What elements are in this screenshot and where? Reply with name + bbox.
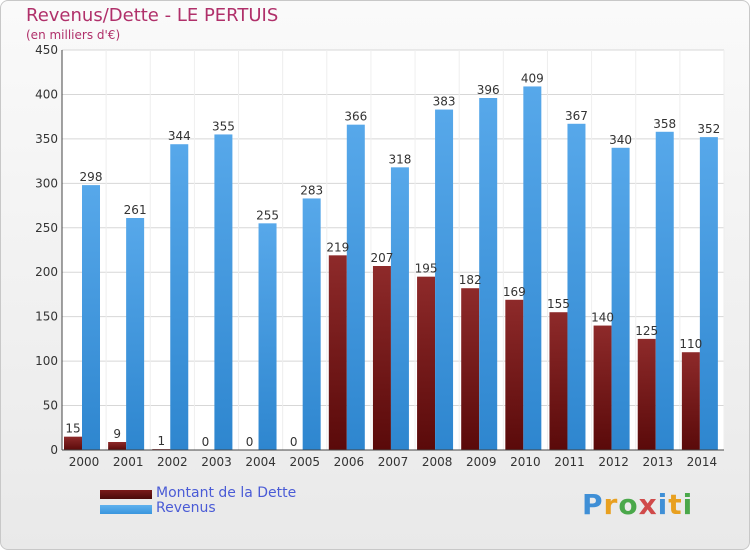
bar-revenus-2013 [655,131,674,450]
x-tick-label-2013: 2013 [643,455,674,469]
x-tick-label-2000: 2000 [69,455,100,469]
data-label-dette-2014: 110 [679,337,702,351]
data-label-dette-2010: 169 [503,285,526,299]
bar-dette-2008 [417,276,436,450]
y-tick-label: 200 [35,265,58,279]
data-label-dette-2004: 0 [246,435,254,449]
y-tick-label: 100 [35,354,58,368]
bar-revenus-2014 [699,137,718,450]
bar-revenus-2009 [479,98,498,450]
data-label-revenus-2001: 261 [124,203,147,217]
x-tick-label-2005: 2005 [289,455,320,469]
bar-revenus-2003 [214,134,233,450]
data-label-revenus-2004: 255 [256,208,279,222]
data-label-revenus-2014: 352 [697,122,720,136]
bar-revenus-2000 [82,185,100,450]
y-tick-label: 0 [50,443,58,457]
bars-layer [64,86,718,451]
data-label-revenus-2000: 298 [80,170,103,184]
data-label-dette-2001: 9 [113,427,121,441]
data-label-revenus-2002: 344 [168,129,191,143]
bar-dette-2006 [328,255,347,450]
bar-dette-2007 [372,266,391,450]
legend-label-dette: Montant de la Dette [156,485,297,501]
data-label-dette-2003: 0 [202,435,210,449]
x-tick-label-2002: 2002 [157,455,188,469]
bar-dette-2011 [549,312,568,450]
y-tick-label: 150 [35,310,58,324]
data-label-revenus-2013: 358 [653,117,676,131]
bar-dette-2001 [108,442,127,450]
data-label-dette-2013: 125 [635,324,658,338]
x-tick-label-2009: 2009 [466,455,497,469]
y-tick-label: 350 [35,132,58,146]
bar-dette-2012 [593,325,612,450]
bar-revenus-2002 [170,144,189,450]
x-tick-label-2014: 2014 [687,455,718,469]
bar-dette-2014 [681,352,700,450]
x-tick-label-2006: 2006 [334,455,365,469]
labels-layer: 15 298 9 261 1 344 0 355 0 255 0 283 219 366 207 318 195… [65,71,720,449]
data-label-revenus-2003: 355 [212,119,235,133]
data-label-dette-2006: 219 [326,240,349,254]
data-label-revenus-2006: 366 [344,110,367,124]
data-label-revenus-2009: 396 [477,83,500,97]
chart-title: Revenus/Dette - LE PERTUIS [26,5,279,26]
x-tick-label-2008: 2008 [422,455,453,469]
data-label-dette-2005: 0 [290,435,298,449]
data-label-revenus-2008: 383 [433,95,456,109]
x-tick-label-2001: 2001 [113,455,144,469]
bar-revenus-2012 [611,147,630,450]
data-label-dette-2009: 182 [459,273,482,287]
bar-revenus-2008 [435,109,454,451]
bar-revenus-2005 [302,198,321,450]
y-tick-label: 50 [43,399,58,413]
y-tick-label: 400 [35,87,58,101]
bar-dette-2010 [505,299,524,450]
legend-label-revenus: Revenus [156,500,216,516]
bar-revenus-2010 [523,86,542,450]
bar-revenus-2004 [258,223,277,450]
data-label-revenus-2011: 367 [565,109,588,123]
x-tick-label-2003: 2003 [201,455,232,469]
data-label-revenus-2010: 409 [521,71,544,85]
data-label-dette-2011: 155 [547,297,570,311]
bar-revenus-2001 [126,218,145,450]
bar-revenus-2011 [567,123,586,451]
x-tick-label-2012: 2012 [598,455,629,469]
bar-dette-2013 [637,338,656,450]
data-label-dette-2007: 207 [370,251,393,265]
x-tick-label-2007: 2007 [378,455,409,469]
data-label-revenus-2012: 340 [609,133,632,147]
bar-revenus-2007 [390,167,409,451]
chart-subtitle: (en milliers d'€) [26,28,121,42]
y-tick-label: 300 [35,176,58,190]
data-label-revenus-2007: 318 [388,152,411,166]
data-label-revenus-2005: 283 [300,183,323,197]
x-tick-label-2011: 2011 [554,455,585,469]
x-tick-label-2010: 2010 [510,455,541,469]
data-label-dette-2012: 140 [591,311,614,325]
legend-swatch-dette [100,490,152,499]
proxiti-logo: Proxiti [582,488,694,521]
bar-dette-2000 [64,436,82,450]
data-label-dette-2002: 1 [157,434,165,448]
legend-swatch-revenus [100,505,152,514]
y-tick-label: 250 [35,221,58,235]
data-label-dette-2008: 195 [415,262,438,276]
y-tick-label: 450 [35,43,58,57]
data-label-dette-2000: 15 [65,422,80,436]
bar-revenus-2006 [346,124,365,451]
x-tick-label-2004: 2004 [245,455,276,469]
bar-dette-2009 [461,288,480,450]
